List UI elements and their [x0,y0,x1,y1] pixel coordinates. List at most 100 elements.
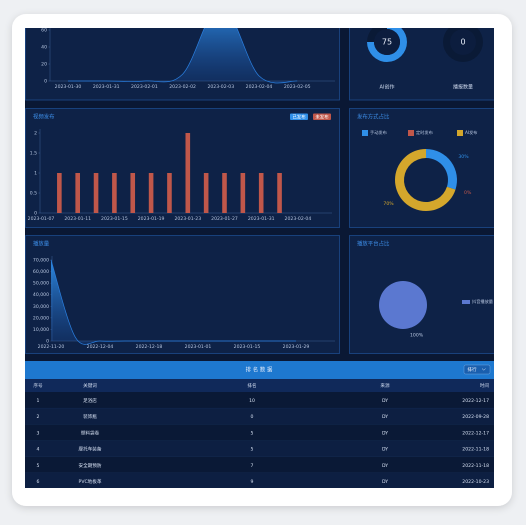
y-tick-label: 30,000 [33,304,49,310]
table-row [25,392,494,409]
table-cell: 4 [37,447,40,453]
table-cell: 装饰瓶 [83,413,97,420]
table-cell: 2022-12-17 [462,398,489,404]
y-tick-label: 60,000 [33,269,49,275]
pie-slice [379,281,427,329]
y-tick-label: 20 [41,62,47,68]
table-cell: 摩托车装备 [79,446,102,453]
table-cell: 0 [251,414,254,420]
rank-button-label[interactable]: 排行 [467,366,477,373]
slice-label: 70% [383,201,394,207]
x-tick-label: 2023-01-23 [174,216,201,222]
x-tick-label: 2023-02-04 [246,84,273,90]
bar [240,173,246,213]
bar [57,173,62,213]
table-cell: 5 [251,447,254,453]
y-tick-label: 70,000 [33,258,49,264]
y-tick-label: 10,000 [33,327,49,333]
line [50,259,296,345]
bar [258,173,264,213]
table-title-bar [25,361,494,379]
gauge-label: 播报数量 [453,84,473,91]
panel [349,235,494,354]
table-cell: 5 [251,430,254,436]
y-tick-label: 0 [46,339,49,345]
legend-label: 未发布 [315,114,329,121]
table: 序号 关键词 排名 来源 时间 1 足浴店 10 DY 2022-12-17 2 装饰瓶 0 DY 2022… [25,382,494,488]
line [68,28,298,84]
y-tick-label: 40,000 [33,292,49,298]
x-tick-label: 2023-01-31 [248,216,275,222]
x-tick-label: 2023-02-02 [169,84,196,90]
column-header: 关键词 [83,382,97,389]
panel [25,108,340,228]
bar [203,173,209,213]
x-tick-label: 2023-01-31 [93,84,120,90]
donut-slice [426,149,457,190]
x-tick-label: 2023-01-19 [138,216,165,222]
table-cell: 安全期预防 [79,462,102,469]
gauge-core [450,29,476,55]
bar [277,173,282,213]
legend-swatch [462,300,470,304]
table-cell: DY [382,398,388,404]
table-cell: DY [382,414,388,420]
x-tick-label: 2023-01-29 [283,344,310,350]
table-cell: 7 [251,463,254,469]
legend-label: 已发布 [292,114,306,121]
table-cell: 2022-11-18 [462,447,489,453]
legend-swatch [362,130,368,136]
panel [25,235,340,354]
table-row [25,456,494,473]
table-cell: DY [382,463,388,469]
y-tick-label: 50,000 [33,281,49,287]
panel [25,28,340,101]
panel-title: 发布方式占比 [357,113,390,121]
rank-button[interactable] [463,364,491,375]
legend-button [290,113,308,120]
axes: 0 0.5 1 1.5 2 2023-01-07 2023-01-11 2023-01-15 2… [28,129,332,222]
bar [222,173,227,213]
table-cell: 2022-10-23 [462,479,489,485]
table-cell: 塑料袋卷 [81,429,100,436]
table-cell: 足浴店 [83,397,97,404]
x-tick-label: 2023-02-01 [131,84,158,90]
table-header [25,379,494,392]
x-tick-label: 2023-01-01 [185,344,212,350]
legend-label: 手动发布 [370,129,387,136]
legend-label: 定时发布 [416,129,433,136]
bar [130,173,136,213]
table-cell: 3 [37,430,40,436]
table-title: 排 名 数 据 [246,366,273,374]
table-cell: DY [382,479,388,485]
table-cell: 10 [249,398,255,404]
legend-button [313,113,331,120]
x-tick-label: 2023-01-15 [101,216,128,222]
table-cell: 5 [37,463,40,469]
column-header: 来源 [380,382,390,389]
y-tick-label: 0 [44,79,47,85]
y-tick-label: 40 [41,45,47,51]
table-cell: 2022-11-18 [462,463,489,469]
bar [167,173,172,213]
y-tick-label: 1 [34,171,37,177]
table-row [25,424,494,441]
gauge-arc [367,28,407,62]
gauge-value: 0 [460,38,465,47]
column-header: 序号 [33,382,43,389]
gauges: 75 AI创作 0 播报数量 [367,28,483,91]
bar [75,173,80,213]
panel-title: 视频发布 [33,113,55,121]
y-tick-label: 2 [34,131,37,137]
gauge-core [374,29,400,55]
y-tick-label: 1.5 [30,151,37,157]
x-tick-label: 2023-01-15 [234,344,261,350]
donut-slice [395,148,456,211]
legend-swatch [408,130,414,136]
bar [112,173,117,213]
axes: 0 10,000 20,000 30,000 40,000 50,000 60,000 70,… [33,256,335,350]
x-tick-label: 2023-01-30 [55,84,82,90]
table-cell: 6 [37,479,40,485]
column-header: 时间 [480,382,490,389]
